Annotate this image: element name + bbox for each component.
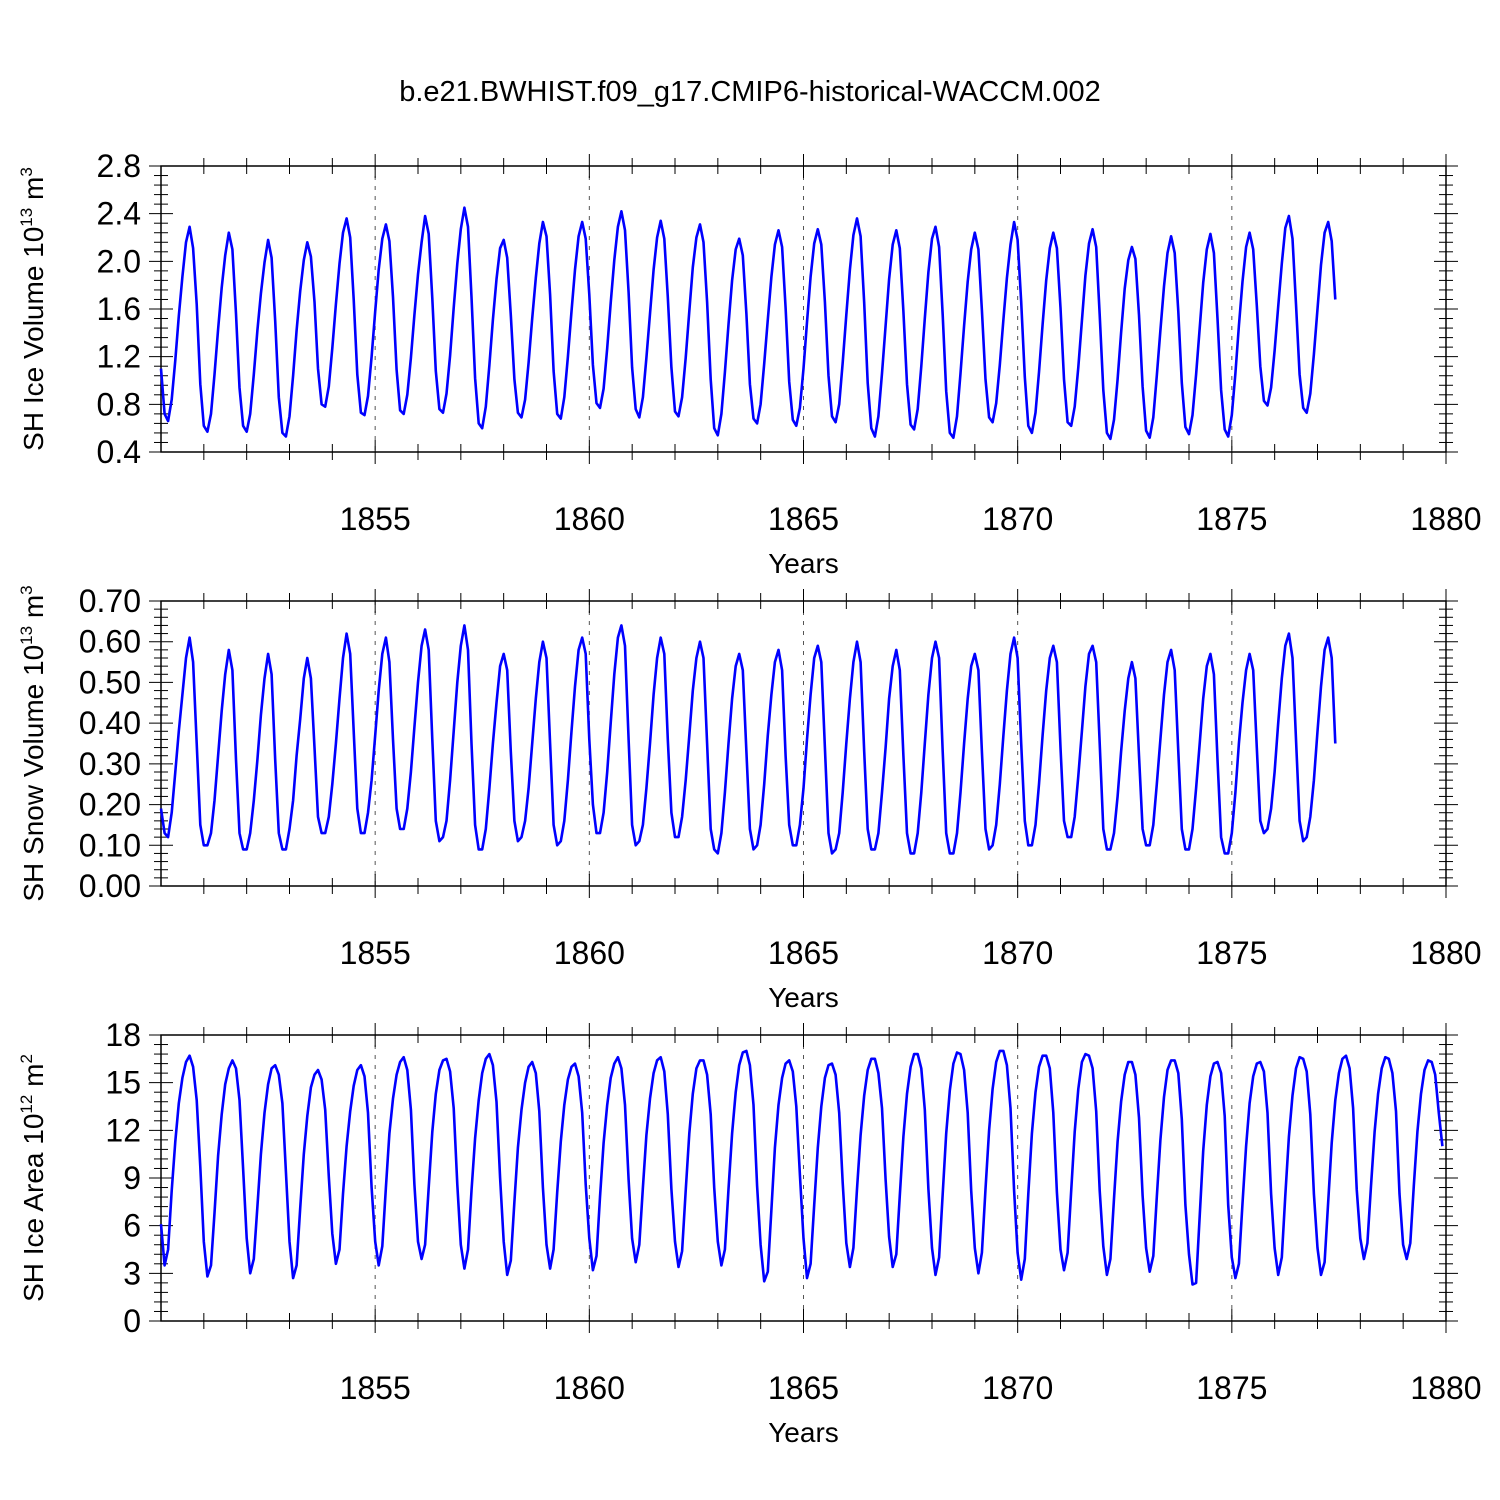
y-tick-label: 9 xyxy=(123,1160,141,1196)
y-tick-label: 12 xyxy=(105,1112,141,1148)
x-tick-label: 1855 xyxy=(340,935,411,971)
x-tick-label: 1860 xyxy=(554,501,625,537)
y-axis-label: SH Snow Volume 1013 m3 xyxy=(17,585,49,901)
x-tick-label: 1880 xyxy=(1410,935,1481,971)
series-line xyxy=(159,624,1337,855)
x-tick-label: 1860 xyxy=(554,935,625,971)
chart-panel-2: 0.00 0.10 0.20 0.30 0.40 0.50 0.60 0.70 1855 1860… xyxy=(17,583,1482,1013)
y-axis-label: SH Ice Area 1012 m2 xyxy=(17,1054,49,1302)
y-tick-label: 1.6 xyxy=(97,291,141,327)
y-tick-label: 3 xyxy=(123,1255,141,1291)
y-tick-label: 0.00 xyxy=(79,868,141,904)
y-tick-label: 15 xyxy=(105,1065,141,1101)
series-line xyxy=(159,206,1337,441)
chart-panel-1: 0.4 0.8 1.2 1.6 2.0 2.4 2.8 1855 1860 1865 1870 187… xyxy=(17,148,1482,579)
x-tick-label: 1865 xyxy=(768,501,839,537)
x-tick-label: 1880 xyxy=(1410,501,1481,537)
x-tick-label: 1855 xyxy=(340,501,411,537)
x-tick-label: 1870 xyxy=(982,1370,1053,1406)
x-tick-label: 1880 xyxy=(1410,1370,1481,1406)
y-tick-label: 2.8 xyxy=(97,148,141,184)
y-tick-label: 6 xyxy=(123,1208,141,1244)
x-tick-label: 1855 xyxy=(340,1370,411,1406)
x-tick-label: 1875 xyxy=(1196,501,1267,537)
y-tick-label: 18 xyxy=(105,1017,141,1053)
y-tick-label: 0 xyxy=(123,1303,141,1339)
y-tick-label: 0.10 xyxy=(79,827,141,863)
y-tick-label: 0.8 xyxy=(97,386,141,422)
x-axis-label: Years xyxy=(768,548,839,579)
y-tick-label: 1.2 xyxy=(97,339,141,375)
x-tick-label: 1870 xyxy=(982,501,1053,537)
x-tick-label: 1870 xyxy=(982,935,1053,971)
x-tick-label: 1865 xyxy=(768,1370,839,1406)
x-axis-label: Years xyxy=(768,982,839,1013)
y-tick-label: 2.4 xyxy=(97,196,141,232)
x-tick-label: 1875 xyxy=(1196,1370,1267,1406)
y-tick-label: 2.0 xyxy=(97,243,141,279)
x-tick-label: 1860 xyxy=(554,1370,625,1406)
y-tick-label: 0.70 xyxy=(79,583,141,619)
y-tick-label: 0.40 xyxy=(79,705,141,741)
y-tick-label: 0.20 xyxy=(79,787,141,823)
x-axis-label: Years xyxy=(768,1417,839,1448)
figure-title: b.e21.BWHIST.f09_g17.CMIP6-historical-WA… xyxy=(399,76,1101,108)
series-line xyxy=(159,1049,1444,1286)
y-tick-label: 0.4 xyxy=(97,434,141,470)
y-tick-label: 0.50 xyxy=(79,664,141,700)
y-axis-label: SH Ice Volume 1013 m3 xyxy=(17,167,49,451)
x-tick-label: 1865 xyxy=(768,935,839,971)
x-tick-label: 1875 xyxy=(1196,935,1267,971)
y-tick-label: 0.60 xyxy=(79,624,141,660)
y-tick-label: 0.30 xyxy=(79,746,141,782)
chart-panel-3: 0 3 6 9 12 15 18 1855 1860 1865 1870 1875 1880 Years S… xyxy=(17,1017,1482,1448)
